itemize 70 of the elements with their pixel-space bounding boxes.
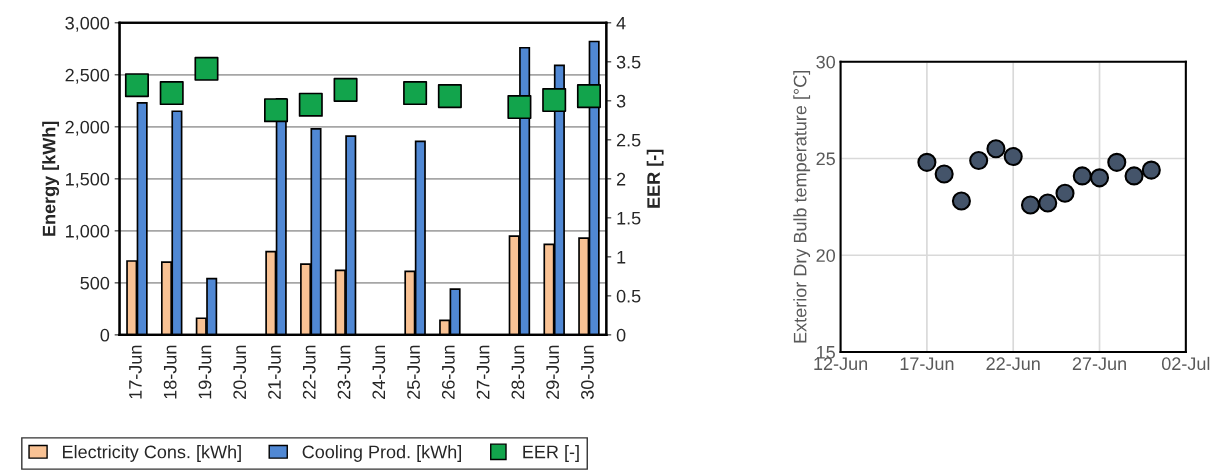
point <box>263 98 289 123</box>
point <box>934 164 954 184</box>
y-axis-title: Energy [kWh] <box>42 121 60 236</box>
point <box>917 152 937 172</box>
point <box>1089 168 1110 188</box>
point <box>403 80 428 106</box>
point <box>576 84 601 109</box>
x-tick-label: 25-Jun <box>407 345 420 399</box>
point <box>437 84 462 109</box>
y2-tick-label: 2.5 <box>616 133 641 147</box>
point <box>1003 147 1023 167</box>
y-tick-label: 1,000 <box>66 224 110 240</box>
x-tick-label: 24-Jun <box>372 345 386 399</box>
x-tick-label: 27-Jun <box>1072 357 1126 371</box>
y2-tick-label: 0.5 <box>616 289 641 303</box>
x-tick-label: 22-Jun <box>986 357 1040 371</box>
point <box>1124 166 1144 186</box>
y2-tick-label: 0 <box>616 328 626 342</box>
y-tick-label: 30 <box>816 55 836 69</box>
point <box>1055 183 1075 203</box>
x-tick-label: 18-Jun <box>163 345 177 399</box>
y2-axis-title: EER [-] <box>646 149 664 208</box>
point <box>951 191 971 211</box>
point <box>969 150 989 170</box>
x-tick-label: 21-Jun <box>268 345 281 399</box>
x-tick-label: 27-Jun <box>476 345 490 399</box>
point <box>1107 152 1127 172</box>
point <box>1020 195 1041 215</box>
x-tick-label: 22-Jun <box>302 345 316 399</box>
point <box>542 88 567 113</box>
y-tick-label: 25 <box>816 152 835 166</box>
point <box>333 77 358 102</box>
y-tick-label: 2,000 <box>65 120 110 136</box>
x-tick-label: 12-Jun <box>814 357 868 371</box>
x-tick-label: 17-Jun <box>900 357 954 371</box>
y-tick-label: 2,500 <box>65 68 110 84</box>
x-tick-label: 29-Jun <box>546 345 560 399</box>
y-tick-label: 1,500 <box>66 172 110 188</box>
point <box>507 95 532 120</box>
point <box>194 56 219 81</box>
x-tick-label: 28-Jun <box>511 345 525 399</box>
x-tick-label: 19-Jun <box>198 345 212 399</box>
y2-tick-label: 3.5 <box>616 55 641 69</box>
point <box>124 73 149 98</box>
point <box>298 92 323 117</box>
x-tick-label: 23-Jun <box>337 345 351 399</box>
x-tick-label: 02-Jul <box>1161 356 1210 371</box>
x-tick-label: 20-Jun <box>233 345 247 399</box>
y-tick-label: 20 <box>816 249 836 262</box>
point <box>1072 166 1092 186</box>
y2-tick-label: 1.5 <box>617 211 641 225</box>
point <box>159 80 184 106</box>
y2-tick-label: 2 <box>616 172 626 186</box>
y-tick-label: 3,000 <box>65 16 110 32</box>
legend-label: Electricity Cons. [kWh] <box>63 445 241 462</box>
y2-tick-label: 4 <box>616 16 626 30</box>
legend-label: EER [-] <box>523 445 579 462</box>
y-tick-label: 0 <box>100 328 110 342</box>
y-tick-label: 15 <box>817 346 835 359</box>
point <box>1038 193 1058 213</box>
x-tick-label: 26-Jun <box>441 345 455 399</box>
y2-tick-label: 3 <box>616 94 626 108</box>
y-tick-label: 500 <box>80 276 110 290</box>
y-axis-title: Exterior Dry Bulb temperature [°C] <box>793 71 811 343</box>
x-tick-label: 17-Jun <box>129 345 142 399</box>
point <box>986 139 1006 159</box>
legend-label: Cooling Prod. [kWh] <box>302 445 461 462</box>
point <box>1141 160 1161 180</box>
y2-tick-label: 1 <box>617 250 626 264</box>
x-tick-label: 30-Jun <box>581 345 594 400</box>
